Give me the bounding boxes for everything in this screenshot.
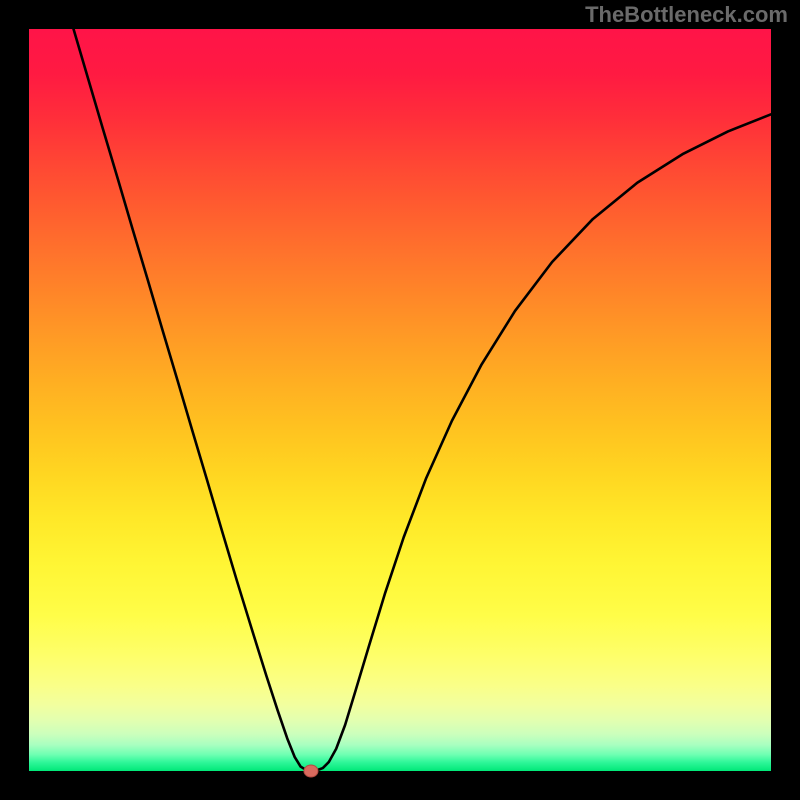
bottleneck-chart xyxy=(0,0,800,800)
watermark-text: TheBottleneck.com xyxy=(585,2,788,28)
optimal-point-marker xyxy=(304,765,318,777)
chart-container: TheBottleneck.com xyxy=(0,0,800,800)
plot-background xyxy=(29,29,771,771)
